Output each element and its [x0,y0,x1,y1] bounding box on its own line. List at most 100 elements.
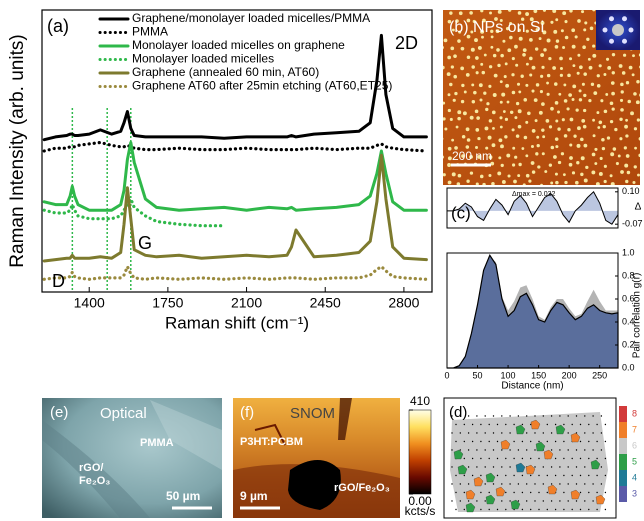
lattice-site [476,466,477,467]
nanoparticle [611,81,615,85]
fft-spot [609,16,614,21]
nanoparticle [564,99,568,103]
lattice-site [485,500,486,501]
nanoparticle [540,90,543,93]
colorbar-segment [619,470,627,486]
lattice-site [489,424,490,425]
nanoparticle [540,53,544,57]
lattice-site [559,466,560,467]
lattice-site [584,483,585,484]
nanoparticle [464,91,467,94]
lattice-site [547,441,548,442]
nanoparticle [569,163,573,167]
nanoparticle [611,92,615,96]
lattice-site [584,500,585,501]
raman-line [44,143,426,211]
colorbar [409,410,431,494]
nanoparticle [583,28,586,31]
lattice-site [464,492,465,493]
annotation: Δmax = 0.032 [512,191,556,198]
lattice-site [555,458,556,459]
nanoparticle [586,38,589,41]
colorbar-label: 5 [632,456,637,466]
lattice-site [551,432,552,433]
lattice-site [489,458,490,459]
nanoparticle [556,39,559,42]
lattice-site [530,492,531,493]
nanoparticle [627,171,630,174]
nanoparticle [558,93,561,96]
lattice-site [530,441,531,442]
nanoparticle [478,46,482,50]
nanoparticle [450,118,453,121]
lattice-site [580,424,581,425]
nanoparticle [639,93,643,97]
lattice-site [476,500,477,501]
nanoparticle [555,45,559,49]
nanoparticle [490,46,493,49]
nanoparticle [619,137,622,140]
nanoparticle [550,107,554,111]
lattice-site [501,449,502,450]
lattice-site [584,415,585,416]
colorbar-segment [619,422,627,438]
lattice-site [534,466,535,467]
nanoparticle [583,94,586,97]
nanoparticle [494,74,498,78]
lattice-site [551,500,552,501]
lattice-site [505,475,506,476]
lattice-site [501,432,502,433]
lattice-site [580,458,581,459]
nanoparticle [506,154,510,158]
x-tick-label: 200 [562,370,577,380]
nanoparticle [525,121,528,124]
nanoparticle [447,72,451,76]
nanoparticle [548,57,551,60]
lattice-site [588,492,589,493]
lattice-site [518,500,519,501]
image-text: P3HT:PCBM [240,436,303,448]
nanoparticle [616,162,619,165]
panel-label: (a) [47,16,69,36]
y-tick-label: -0.07 [622,219,643,229]
nanoparticle [505,118,508,121]
nanoparticle [549,163,552,166]
nanoparticle [568,93,572,97]
colorbar-segment [619,454,627,470]
nanoparticle [470,171,473,174]
lattice-site [501,483,502,484]
nanoparticle [507,174,510,177]
nanoparticle [507,48,511,52]
nanoparticle [507,101,510,104]
nanoparticle [480,99,483,102]
nanoparticle [620,170,624,174]
lattice-site [555,475,556,476]
nanoparticle [592,153,596,157]
nanoparticle [476,182,479,185]
nanoparticle [550,21,553,24]
nanoparticle [501,93,505,97]
nanoparticle [474,38,478,42]
nanoparticle [577,126,581,130]
lattice-site [547,492,548,493]
nanoparticle [457,182,461,186]
nanoparticle [500,101,503,104]
nanoparticle [569,9,572,12]
legend-label: PMMA [132,25,168,39]
lattice-site [522,424,523,425]
lattice-site [568,483,569,484]
nanoparticle [503,110,506,113]
lattice-site [555,441,556,442]
lattice-site [485,449,486,450]
lattice-site [563,458,564,459]
lattice-site [534,415,535,416]
lattice-site [547,424,548,425]
nanoparticle [601,138,605,142]
lattice-site [518,415,519,416]
lattice-site [451,500,452,501]
nanoparticle [633,92,637,96]
nanoparticle [600,157,603,160]
nanoparticle [518,91,521,94]
lattice-site [509,500,510,501]
nanoparticle [529,73,532,76]
